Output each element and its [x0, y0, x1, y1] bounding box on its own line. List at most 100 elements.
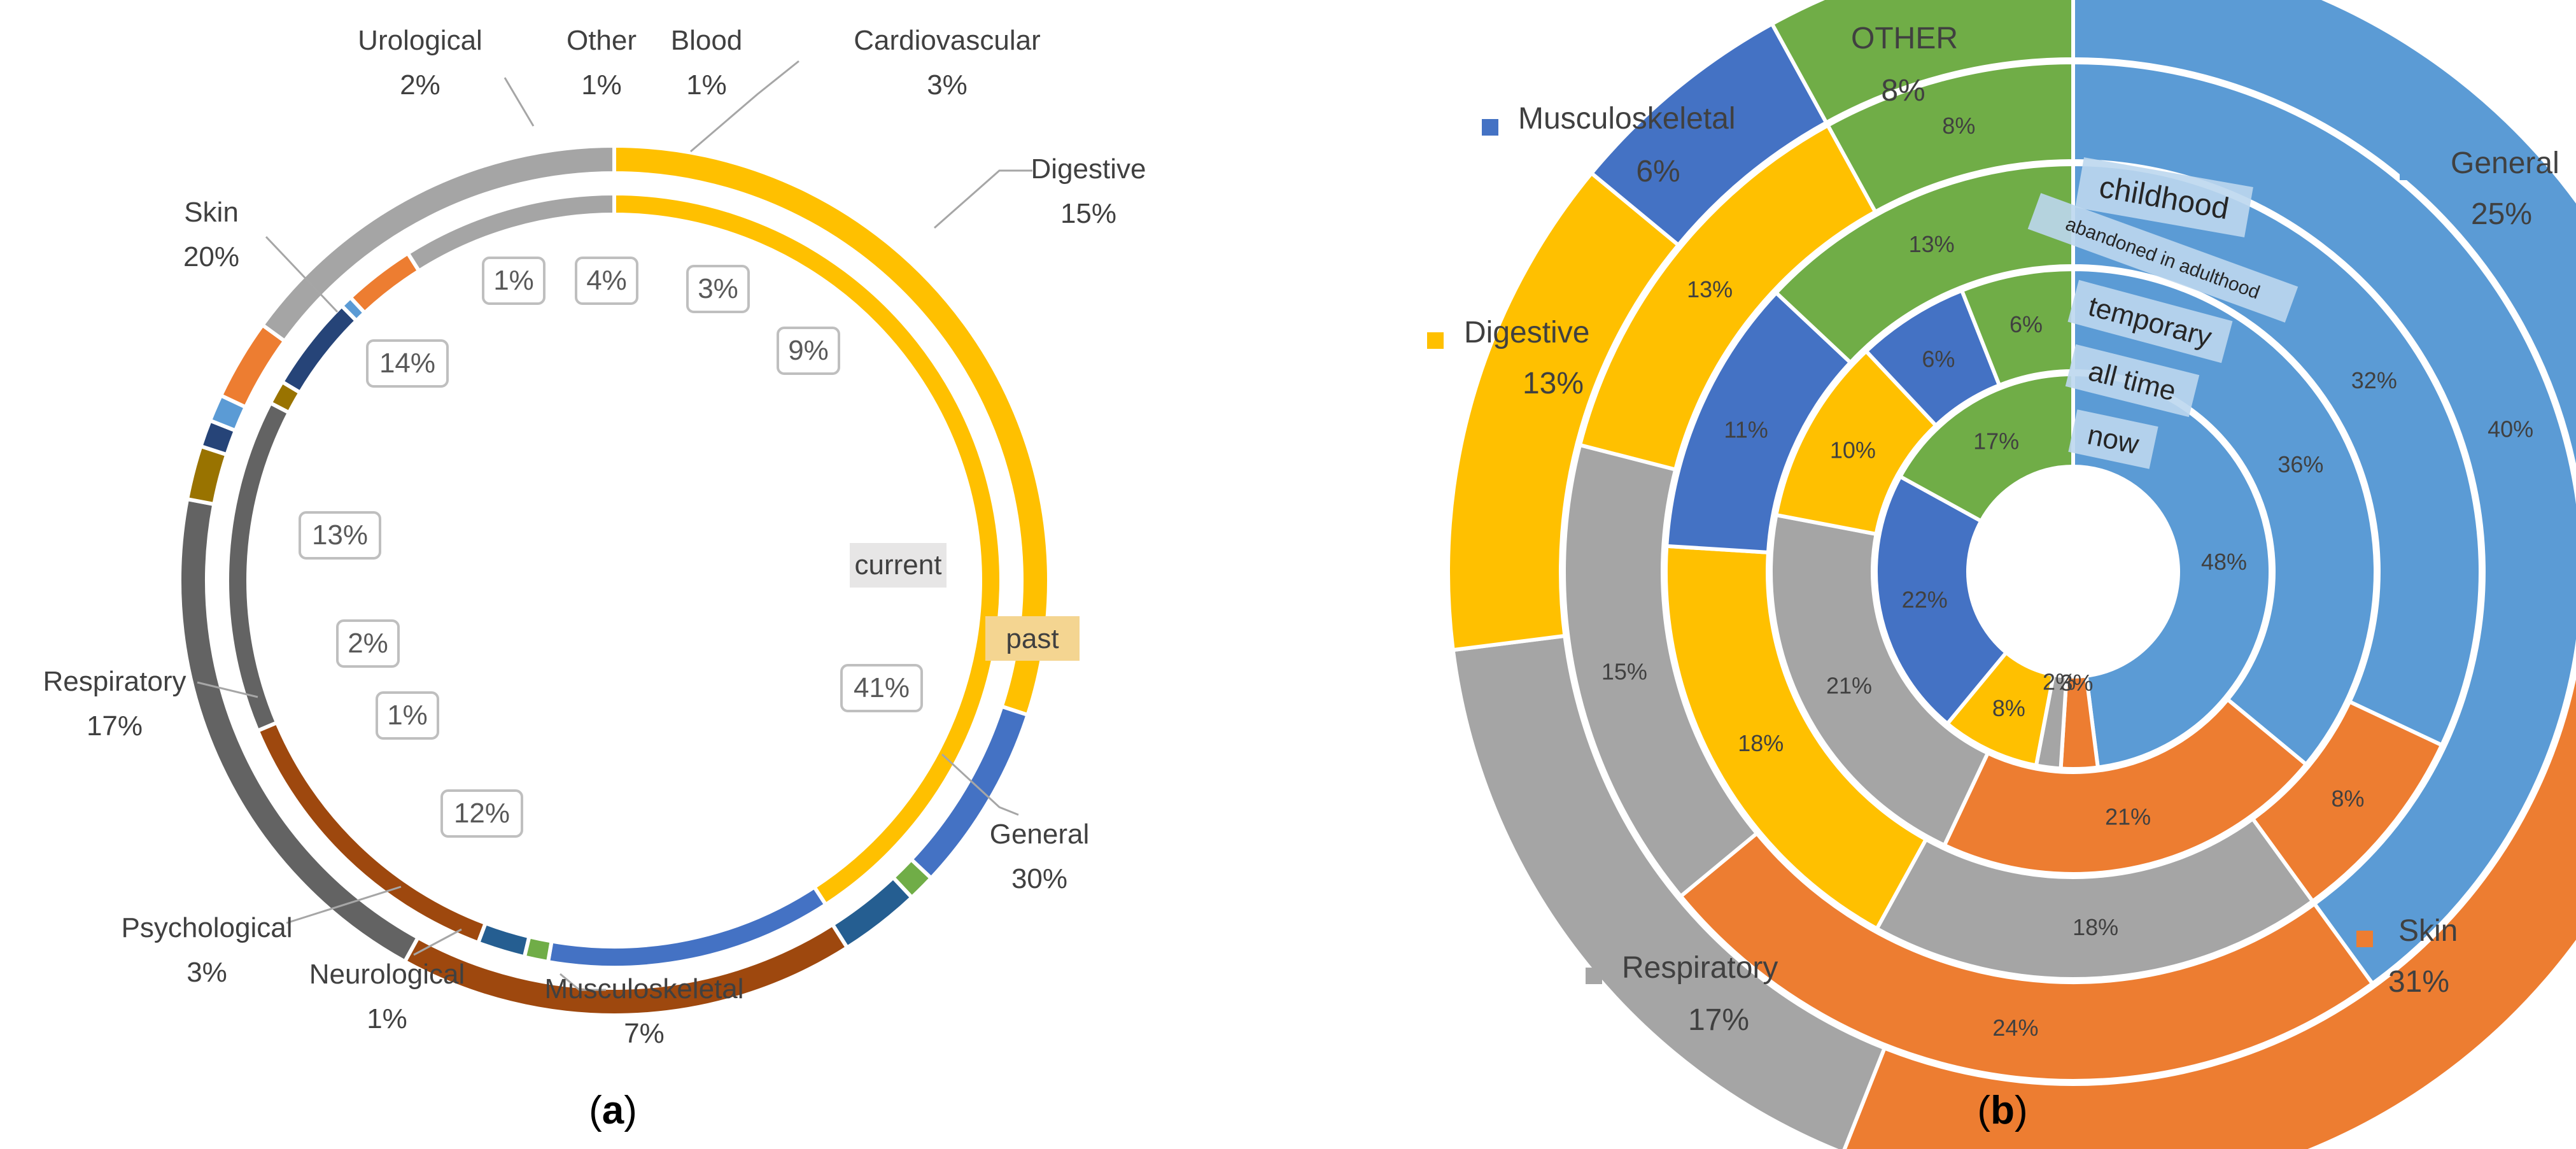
slice-past-digestive: [260, 143, 616, 344]
chart-b-slices: [1446, 0, 2576, 1149]
value-all-time-skin: 21%: [2105, 803, 2151, 829]
chart-a: 41% 12% 1% 2% 13% 14% 1% 4% 3% 9% General 30% Muscu…: [43, 25, 1146, 1132]
slice-abandoned-in-adulthood-other: [1825, 60, 2075, 215]
leader-cardiovascular: [690, 60, 799, 153]
value-now-digestive: 8%: [1992, 695, 2025, 721]
leader-urological: [503, 77, 535, 127]
value-now-other: 17%: [1973, 428, 2019, 455]
label-current-respiratory: 13%: [312, 519, 368, 551]
category-label-musculoskeletal: Musculoskeletal 7%: [544, 973, 743, 1049]
value-all-time-respiratory: 21%: [1826, 672, 1872, 698]
chart-a-current-labels: 41% 12% 1% 2% 13% 14% 1% 4% 3% 9%: [299, 257, 923, 838]
slice-abandoned-in-adulthood-skin: [1678, 830, 2375, 1083]
legend-label-skin: Skin: [2398, 914, 2458, 948]
leader-psychological: [286, 885, 402, 924]
legend-pct-respiratory: 17%: [1688, 1003, 1749, 1037]
value-now-skin: 3%: [2060, 670, 2093, 696]
value-temporary-digestive: 18%: [1738, 730, 1784, 756]
category-label-other: Other 1%: [567, 25, 637, 101]
ring-name-childhood: childhood: [2075, 157, 2253, 237]
ring-label-current-bg: [850, 543, 947, 588]
label-box-current-digestive: [777, 327, 840, 375]
slice-current-skin: [225, 400, 292, 733]
value-abandoned-in-adulthood-digestive: 13%: [1687, 276, 1733, 302]
slice-temporary-digestive: [1663, 544, 1929, 931]
slice-now-musculoskeletal: [1873, 474, 2009, 727]
slice-temporary-general: [2071, 162, 2482, 748]
slice-temporary-other: [1773, 162, 2075, 365]
label-current-general: 41%: [854, 672, 910, 703]
legend-swatch-skin: [2356, 931, 2373, 947]
legend-swatch-musculoskeletal: [1482, 119, 1498, 136]
legend-swatch-respiratory: [1586, 968, 1602, 984]
chart-b-legend: General 25% Skin 31% Respiratory 17% Digestive…: [1427, 22, 2559, 1037]
ring-name-bg: [2065, 344, 2200, 418]
leader-general: [941, 753, 1019, 816]
ring-name-bg: [2075, 157, 2253, 237]
label-box-current-urological: [482, 257, 545, 305]
value-now-respiratory: 2%: [2043, 669, 2076, 695]
legend-pct-skin: 31%: [2388, 965, 2449, 999]
value-now-musculoskeletal: 22%: [1902, 587, 1948, 613]
value-all-time-general: 36%: [2277, 451, 2323, 477]
legend-pct-musculoskeletal: 6%: [1636, 155, 1680, 188]
slice-all-time-general: [2071, 267, 2377, 768]
value-abandoned-in-adulthood-general: 40%: [2488, 416, 2533, 442]
value-temporary-musculoskeletal: 11%: [1724, 417, 1768, 443]
leader-skin: [265, 236, 339, 313]
ring-label-current: current: [855, 549, 942, 581]
slice-temporary-respiratory: [1874, 816, 2316, 981]
label-current-cardiovascular: 3%: [698, 273, 738, 304]
value-temporary-general: 32%: [2351, 367, 2397, 393]
legend-swatch-other: [1815, 38, 1832, 55]
label-current-urological: 1%: [493, 265, 534, 296]
legend-label-respiratory: Respiratory: [1622, 951, 1778, 985]
category-label-skin: Skin 20%: [183, 197, 239, 272]
value-all-time-other: 6%: [2009, 311, 2043, 337]
label-box-current-musculoskeletal: [440, 789, 523, 838]
category-label-respiratory: Respiratory 17%: [43, 666, 187, 742]
category-label-cardiovascular: Cardiovascular 3%: [854, 25, 1040, 101]
slice-childhood-skin: [1842, 659, 2576, 1149]
chart-b-ring-values: 48% 3%2% 8% 22% 17% 36% 21% 21% 10% 6% 6% 32% 8% 18% 1…: [1601, 113, 2533, 1041]
label-current-psychological: 2%: [348, 628, 388, 659]
value-now-general: 48%: [2201, 549, 2247, 575]
slice-childhood-other: [1769, 0, 2075, 125]
caption-a: (a): [589, 1089, 637, 1132]
legend-pct-general: 25%: [2471, 197, 2532, 231]
ring-name-now: now: [2068, 409, 2158, 469]
slice-now-general: [2071, 372, 2272, 770]
label-current-neurological: 1%: [387, 700, 428, 731]
label-box-current-other: [575, 257, 638, 305]
leader-digestive: [934, 169, 1032, 229]
value-abandoned-in-adulthood-skin: 24%: [1992, 1015, 2038, 1041]
leader-neurological: [413, 928, 462, 956]
ring-name-bg: [2067, 279, 2233, 363]
value-all-time-musculoskeletal: 6%: [1922, 346, 1955, 372]
ring-name-bg: [2027, 193, 2298, 323]
chart-a-past-labels: General 30% Musculoskeletal 7% Neurological 1…: [43, 25, 1146, 1049]
label-box-current-neurological: [376, 691, 439, 740]
legend-pct-digestive: 13%: [1523, 367, 1584, 400]
slice-childhood-general: [2071, 0, 2576, 484]
category-label-blood: Blood 1%: [671, 25, 743, 101]
category-label-urological: Urological 2%: [358, 25, 482, 101]
value-temporary-skin: 8%: [2331, 786, 2364, 812]
chart-b: 48% 3%2% 8% 22% 17% 36% 21% 21% 10% 6% 6% 32% 8% 18% 1…: [1427, 0, 2576, 1149]
label-box-current-cardiovascular: [686, 265, 750, 313]
slice-now-other: [1897, 372, 2075, 524]
slice-abandoned-in-adulthood-general: [2071, 60, 2576, 987]
ring-label-past: past: [1006, 623, 1059, 654]
legend-swatch-digestive: [1427, 332, 1444, 349]
category-label-psychological: Psychological 3%: [121, 912, 292, 988]
category-label-neurological: Neurological 1%: [309, 959, 465, 1034]
value-temporary-other: 13%: [1909, 231, 1955, 257]
label-current-musculoskeletal: 12%: [454, 798, 510, 829]
legend-swatch-general: [2400, 164, 2416, 180]
slice-all-time-respiratory: [1768, 512, 1990, 848]
category-label-digestive: Digestive 15%: [1031, 153, 1146, 229]
chart-a-slices: [178, 143, 1051, 1018]
category-label-general: General 30%: [990, 819, 1090, 894]
caption-b: (b): [1977, 1089, 2027, 1132]
